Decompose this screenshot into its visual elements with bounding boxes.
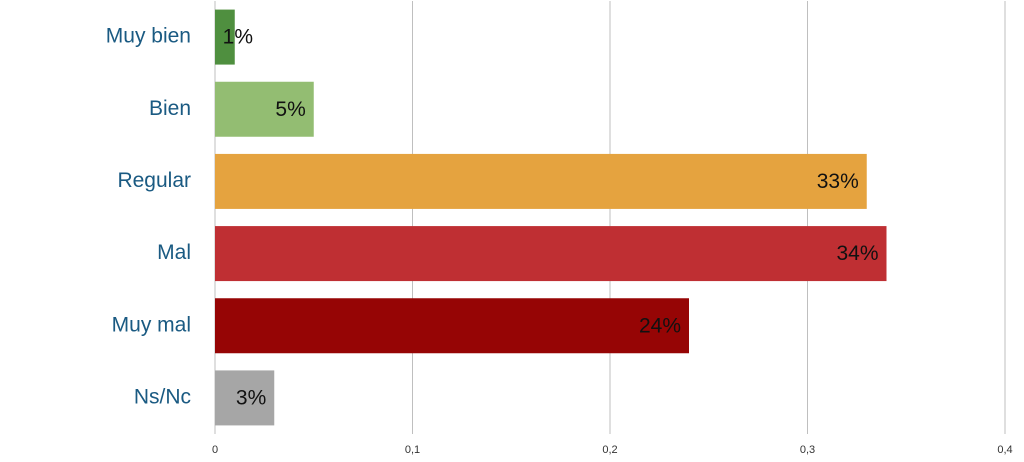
y-tick-label: Ns/Nc: [134, 385, 191, 408]
y-tick-label: Muy mal: [112, 313, 191, 336]
value-label: 33%: [817, 170, 859, 193]
value-label: 1%: [223, 26, 253, 49]
bar: [215, 226, 887, 282]
y-tick-label: Muy bien: [106, 25, 191, 48]
x-tick-label: 0,2: [602, 444, 617, 456]
x-tick-label: 0: [212, 444, 218, 456]
bar: [215, 153, 867, 209]
y-tick-label: Bien: [149, 97, 191, 120]
x-tick-label: 0,1: [405, 444, 420, 456]
y-tick-label: Mal: [157, 241, 191, 264]
bar: [215, 370, 275, 426]
x-tick-label: 0,4: [997, 444, 1012, 456]
value-label: 24%: [639, 314, 681, 337]
value-label: 34%: [836, 242, 878, 265]
bar: [215, 81, 314, 137]
value-label: 5%: [275, 98, 305, 121]
bar: [215, 298, 689, 354]
x-tick-label: 0,3: [800, 444, 815, 456]
y-tick-label: Regular: [117, 169, 191, 192]
bar: [215, 9, 235, 65]
value-label: 3%: [236, 386, 266, 409]
